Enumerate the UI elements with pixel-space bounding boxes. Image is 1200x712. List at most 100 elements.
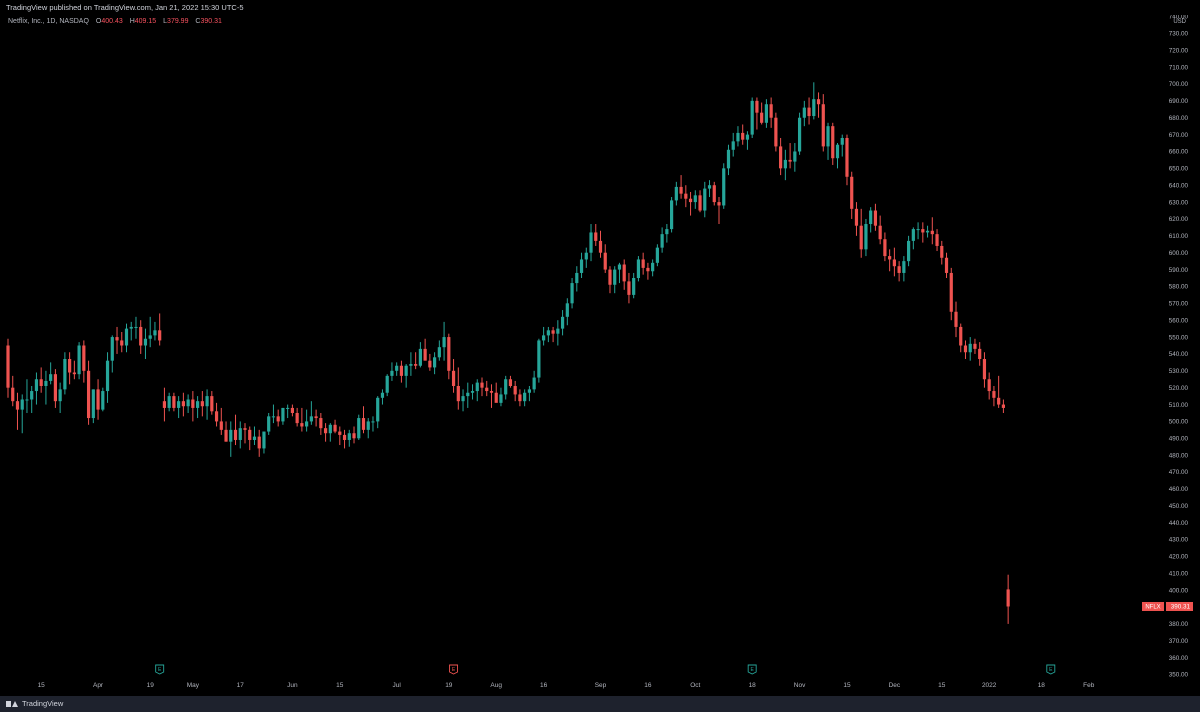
- candle: [366, 418, 370, 439]
- candle-body: [736, 132, 740, 142]
- candle: [707, 180, 712, 198]
- candle: [86, 360, 91, 425]
- candle-body: [181, 401, 185, 407]
- candle: [783, 149, 787, 181]
- earnings-marker-label: E: [158, 667, 162, 673]
- y-tick-label: 650.00: [1169, 166, 1189, 173]
- candle: [869, 207, 873, 233]
- candle-body: [63, 358, 67, 390]
- candle: [342, 429, 347, 449]
- candle-body: [911, 229, 915, 241]
- candle: [859, 208, 863, 258]
- candle-body: [68, 358, 72, 373]
- candle-body: [466, 392, 470, 397]
- candle: [892, 247, 896, 277]
- candle-body: [556, 328, 560, 334]
- earnings-marker: E: [747, 664, 757, 675]
- candle-body: [523, 392, 527, 402]
- candle: [779, 137, 783, 176]
- candle: [210, 391, 214, 415]
- candle-body: [53, 374, 57, 402]
- candle-body: [826, 126, 830, 147]
- candle-body: [916, 229, 920, 231]
- candle: [617, 262, 622, 284]
- candle: [850, 171, 854, 219]
- x-tick-label: Apr: [93, 682, 104, 689]
- candle-body: [845, 137, 849, 177]
- candle: [745, 131, 750, 150]
- candle-body: [456, 385, 460, 402]
- y-tick-label: 580.00: [1169, 284, 1189, 291]
- candle: [632, 272, 636, 299]
- candle: [461, 389, 465, 412]
- x-tick-label: May: [187, 682, 200, 689]
- candle-body: [660, 234, 664, 248]
- candle-body: [262, 431, 266, 449]
- symbol-legend: Netflix, Inc., 1D, NASDAQ O400.43 H409.1…: [8, 18, 222, 25]
- candle: [916, 222, 920, 240]
- candle-body: [840, 137, 844, 145]
- candle: [224, 421, 228, 442]
- tradingview-brand[interactable]: TradingView: [6, 698, 63, 710]
- candle: [143, 328, 148, 359]
- candle: [575, 266, 579, 292]
- candle-body: [214, 411, 219, 422]
- y-tick-label: 440.00: [1169, 520, 1189, 527]
- candle: [30, 385, 34, 413]
- candlestick-chart[interactable]: USD350.00360.00370.00380.00390.00400.004…: [0, 15, 1200, 696]
- candle-body: [186, 399, 190, 407]
- x-tick-label: 16: [540, 682, 548, 689]
- candle-body: [944, 257, 949, 273]
- candle-body: [504, 379, 508, 395]
- candle: [731, 132, 735, 157]
- candle: [698, 190, 702, 213]
- candle: [504, 375, 508, 400]
- candle: [736, 126, 740, 147]
- candle-body: [897, 266, 901, 273]
- candle: [613, 266, 617, 294]
- candle: [646, 262, 650, 280]
- candle: [636, 256, 641, 282]
- candle: [101, 387, 105, 412]
- candle: [760, 102, 764, 125]
- candle: [451, 358, 456, 393]
- y-tick-label: 350.00: [1169, 672, 1189, 679]
- candle: [124, 323, 129, 353]
- candle: [992, 385, 996, 407]
- candle-body: [546, 330, 550, 336]
- candle: [831, 122, 835, 165]
- x-tick-label: Feb: [1083, 682, 1095, 689]
- candle-body: [428, 360, 432, 368]
- candle-body: [494, 392, 498, 403]
- candle-body: [707, 185, 712, 189]
- candle: [973, 338, 977, 354]
- y-tick-label: 660.00: [1169, 149, 1189, 156]
- candle: [883, 232, 887, 262]
- candle-body: [940, 245, 944, 258]
- candle-body: [598, 240, 603, 253]
- candle: [380, 389, 385, 405]
- candle: [518, 389, 522, 407]
- candle-body: [565, 303, 569, 317]
- candle-body: [982, 358, 987, 380]
- candle-body: [148, 335, 152, 339]
- candle-body: [257, 436, 261, 449]
- y-tick-label: 590.00: [1169, 267, 1189, 274]
- currency-label: USD: [1173, 19, 1186, 25]
- candle-body: [91, 389, 95, 419]
- candle-body: [888, 256, 892, 260]
- candle: [376, 396, 380, 429]
- candle: [641, 252, 645, 275]
- candle: [63, 352, 67, 395]
- x-tick-label: 15: [38, 682, 46, 689]
- candle: [129, 321, 133, 341]
- candle: [167, 392, 171, 412]
- y-tick-label: 690.00: [1169, 98, 1189, 105]
- candle-body: [802, 107, 806, 118]
- candle: [305, 409, 309, 432]
- candle-body: [646, 267, 650, 272]
- y-tick-label: 640.00: [1169, 182, 1189, 189]
- candle: [712, 181, 716, 206]
- candle: [684, 185, 688, 208]
